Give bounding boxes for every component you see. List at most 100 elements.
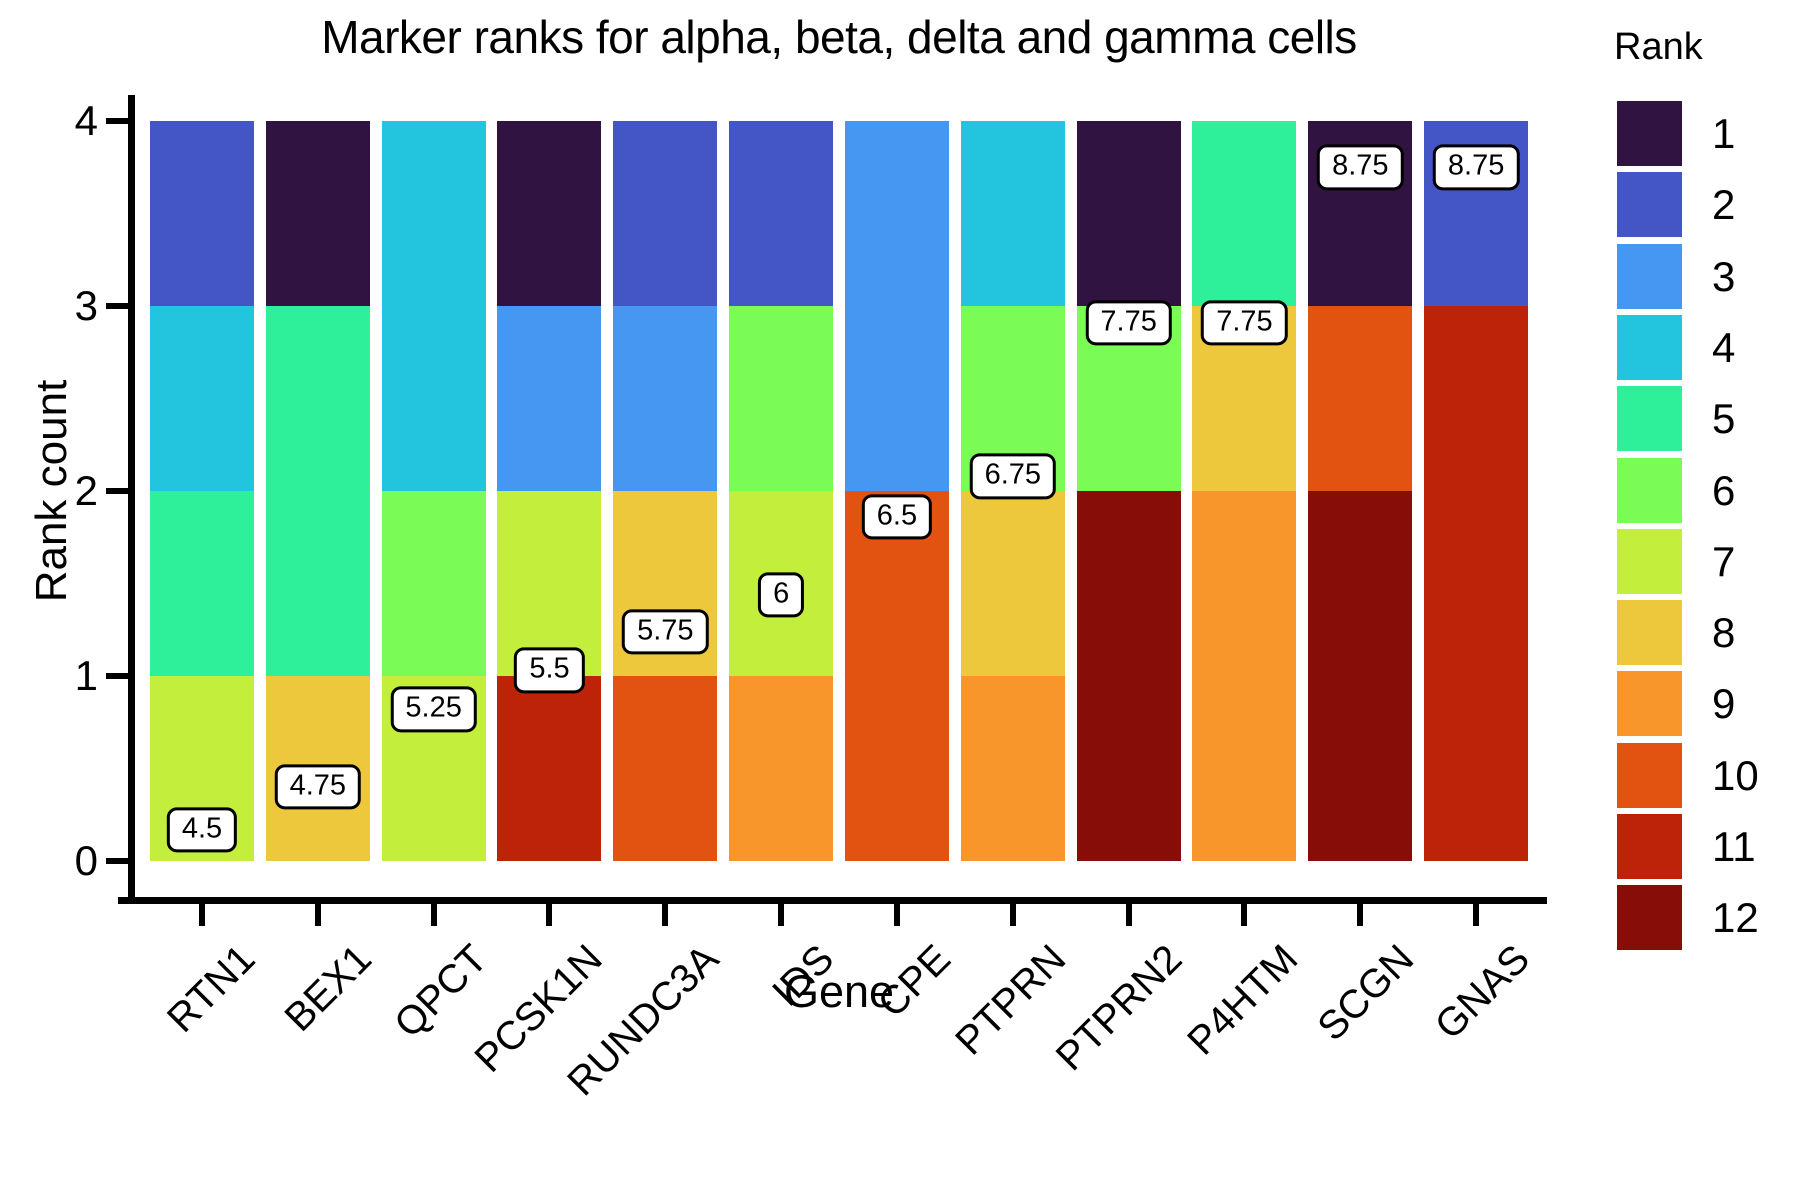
bar-segment-rank-5 [265, 491, 370, 676]
bar-segment-rank-9 [729, 676, 834, 861]
legend-swatch-rank-12 [1617, 885, 1682, 951]
x-tick-mark [1241, 904, 1248, 926]
mean-rank-label: 8.75 [1432, 144, 1520, 190]
bar-segment-rank-7 [497, 491, 602, 676]
bar-RUNDC3A [613, 121, 718, 861]
bar-segment-rank-1 [497, 121, 602, 306]
x-tick-mark [546, 904, 553, 926]
bar-RTN1 [150, 121, 254, 861]
bar-segment-rank-4 [381, 121, 486, 306]
bar-segment-rank-2 [729, 121, 834, 306]
bar-segment-rank-3 [844, 121, 949, 306]
mean-rank-label: 6 [758, 571, 805, 618]
x-tick-mark [1473, 904, 1480, 926]
x-tick-mark [1009, 904, 1016, 926]
legend-swatch-rank-7 [1617, 528, 1682, 594]
bar-GNAS [1424, 121, 1529, 861]
legend-label: 5 [1712, 395, 1736, 443]
mean-rank-label: 4.5 [166, 806, 238, 853]
mean-rank-label: 7.75 [1201, 299, 1288, 346]
legend-label: 8 [1712, 609, 1736, 657]
legend-label: 3 [1712, 252, 1736, 300]
legend-swatch-rank-5 [1617, 386, 1682, 452]
mean-rank-label: 5.5 [514, 647, 585, 694]
legend-swatch-rank-6 [1617, 457, 1682, 523]
bar-segment-rank-5 [265, 306, 370, 491]
mean-rank-label: 6.75 [969, 453, 1057, 499]
x-tick-mark [1125, 904, 1132, 926]
legend-label: 9 [1712, 680, 1736, 728]
legend-swatch-rank-3 [1617, 243, 1682, 309]
bar-segment-rank-3 [613, 306, 718, 491]
legend-label: 6 [1712, 466, 1736, 514]
legend-swatch-rank-8 [1617, 600, 1682, 666]
bar-QPCT [381, 121, 486, 861]
bar-segment-rank-4 [381, 306, 486, 491]
legend-swatch-rank-11 [1617, 814, 1682, 879]
x-tick-mark [778, 904, 785, 926]
x-axis-title: Gene [783, 966, 895, 1017]
bar-segment-rank-12 [1076, 491, 1181, 676]
bar-PTPRN2 [1076, 121, 1181, 861]
mean-rank-label: 4.75 [274, 764, 362, 810]
bar-CPE [844, 121, 949, 861]
mean-rank-label: 8.75 [1317, 144, 1404, 190]
bar-segment-rank-2 [613, 121, 718, 306]
y-tick-label: 1 [74, 652, 98, 699]
bar-segment-rank-2 [150, 121, 254, 306]
x-tick-mark [430, 904, 437, 926]
bar-segment-rank-5 [150, 491, 254, 676]
mean-rank-label: 5.25 [390, 686, 477, 732]
y-tick-mark [106, 488, 128, 494]
bar-segment-rank-5 [1192, 121, 1297, 306]
x-tick-mark [662, 904, 669, 926]
legend-label: 11 [1712, 823, 1756, 870]
bar-segment-rank-6 [381, 491, 486, 676]
y-tick-mark [106, 673, 128, 679]
bar-segment-rank-11 [1424, 491, 1529, 676]
legend-label: 7 [1712, 537, 1736, 585]
x-tick-mark [1357, 904, 1364, 926]
bar-segment-rank-12 [1308, 676, 1413, 861]
legend-label: 2 [1712, 181, 1736, 229]
bar-segment-rank-6 [729, 306, 834, 491]
bar-segment-rank-10 [1308, 306, 1413, 491]
y-tick-label: 3 [74, 282, 98, 329]
legend-swatch-rank-1 [1617, 101, 1682, 166]
bar-segment-rank-4 [960, 121, 1065, 306]
legend-swatch-rank-2 [1617, 172, 1682, 238]
legend-label: 1 [1712, 110, 1736, 157]
x-tick-mark [199, 904, 205, 926]
mean-rank-label: 5.75 [622, 608, 709, 655]
y-tick-mark [106, 858, 128, 864]
y-tick-mark [106, 303, 128, 309]
legend-label: 10 [1712, 751, 1759, 799]
mean-rank-label: 6.5 [861, 494, 933, 540]
legend-swatch-rank-9 [1617, 671, 1682, 737]
x-tick-mark [893, 904, 900, 926]
bar-segment-rank-11 [497, 676, 602, 861]
bar-segment-rank-3 [844, 306, 949, 491]
x-tick-mark [314, 904, 321, 926]
y-tick-mark [106, 118, 128, 124]
bar-segment-rank-1 [265, 121, 370, 306]
legend-label: 4 [1712, 323, 1736, 371]
bar-SCGN [1308, 121, 1413, 861]
y-tick-label: 0 [74, 837, 98, 884]
bar-segment-rank-1 [1076, 121, 1181, 306]
x-axis-spine [118, 897, 1547, 904]
y-tick-label: 4 [74, 97, 98, 144]
bar-segment-rank-3 [497, 306, 602, 491]
bar-segment-rank-10 [844, 676, 949, 861]
legend-swatch-rank-10 [1617, 742, 1682, 808]
bar-segment-rank-12 [1308, 491, 1413, 676]
bar-IDS [729, 121, 834, 861]
bar-P4HTM [1192, 121, 1297, 861]
mean-rank-label: 7.75 [1085, 299, 1172, 346]
bar-PCSK1N [497, 121, 602, 861]
bar-segment-rank-9 [1192, 676, 1297, 861]
bar-segment-rank-11 [1424, 306, 1529, 491]
y-tick-label: 2 [74, 467, 98, 514]
bar-segment-rank-9 [1192, 491, 1297, 676]
